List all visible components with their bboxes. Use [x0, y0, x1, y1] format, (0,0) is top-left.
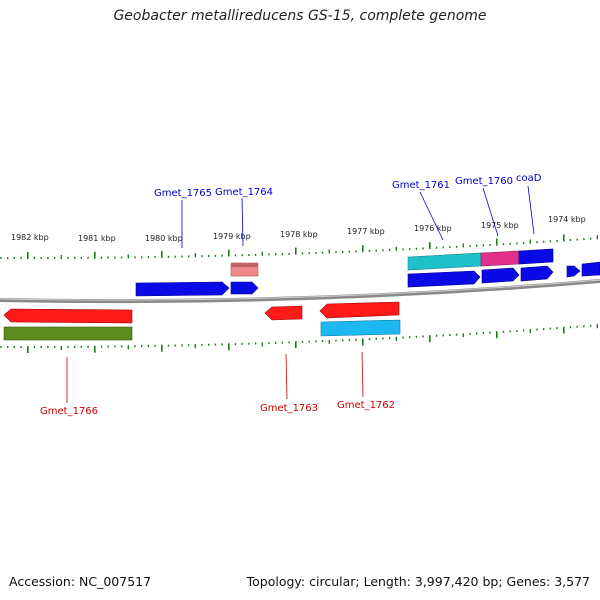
label-gmet-1760[interactable]: Gmet_1760 — [455, 176, 513, 187]
gene-small-b[interactable] — [581, 261, 600, 277]
label-gmet-1764[interactable]: Gmet_1764 — [215, 187, 273, 198]
scale-label: 1977 kbp — [347, 227, 385, 236]
gene-small-a[interactable] — [566, 265, 581, 278]
topology-summary: Topology: circular; Length: 3,997,420 bp… — [246, 574, 590, 589]
label-leaders — [66, 185, 535, 403]
forward-strand-features — [135, 248, 600, 297]
leader-gmet-1761 — [419, 191, 444, 241]
label-gmet-1765[interactable]: Gmet_1765 — [154, 188, 212, 199]
scale-label: 1980 kbp — [145, 234, 183, 243]
map-title: Geobacter metallireducens GS-15, complet… — [113, 8, 487, 24]
leader-gmet-1764 — [241, 197, 244, 247]
label-gmet-1766[interactable]: Gmet_1766 — [40, 406, 98, 417]
leader-coad — [527, 185, 535, 235]
scale-label: 1982 kbp — [11, 233, 49, 242]
leader-gmet-1763 — [285, 353, 288, 400]
feature-cds-magenta[interactable] — [480, 250, 520, 267]
gene-gmet-1765[interactable] — [135, 281, 230, 297]
feature-olive-bar[interactable] — [3, 326, 133, 341]
feature-cds-cyan[interactable] — [407, 252, 482, 271]
gene-gmet-1764[interactable] — [230, 281, 259, 295]
outer-tick-row — [0, 234, 598, 260]
inner-tick-row — [0, 324, 598, 354]
scale-label: 1976 kbp — [414, 224, 452, 233]
gene-gmet-1763[interactable] — [264, 305, 303, 321]
scale-label: 1981 kbp — [78, 234, 116, 243]
scale-label: 1975 kbp — [481, 221, 519, 230]
reverse-strand-features — [3, 301, 401, 341]
scale-label: 1979 kbp — [213, 232, 251, 241]
gene-gmet-1760[interactable] — [481, 267, 520, 284]
scale-label: 1978 kbp — [280, 230, 318, 239]
label-gmet-1763[interactable]: Gmet_1763 — [260, 403, 318, 414]
backbone-highlight — [0, 279, 600, 301]
gene-coad[interactable] — [520, 265, 554, 282]
accession-text: Accession: NC_007517 — [9, 574, 152, 589]
feature-rrna-pink-shade — [231, 263, 258, 267]
gene-gmet-1761[interactable] — [407, 270, 481, 288]
feature-cyan-bar[interactable] — [320, 319, 401, 337]
label-gmet-1761[interactable]: Gmet_1761 — [392, 180, 450, 191]
genome-backbone — [0, 279, 600, 304]
leader-gmet-1760 — [482, 187, 499, 237]
label-coad[interactable]: coaD — [516, 173, 542, 184]
scale-label: 1974 kbp — [548, 215, 586, 224]
gene-gmet-1762[interactable] — [319, 301, 400, 319]
feature-cds-blue-top[interactable] — [518, 248, 554, 265]
gene-gmet-1766[interactable] — [3, 308, 133, 324]
leader-gmet-1762 — [361, 351, 364, 398]
label-gmet-1762[interactable]: Gmet_1762 — [337, 400, 395, 411]
